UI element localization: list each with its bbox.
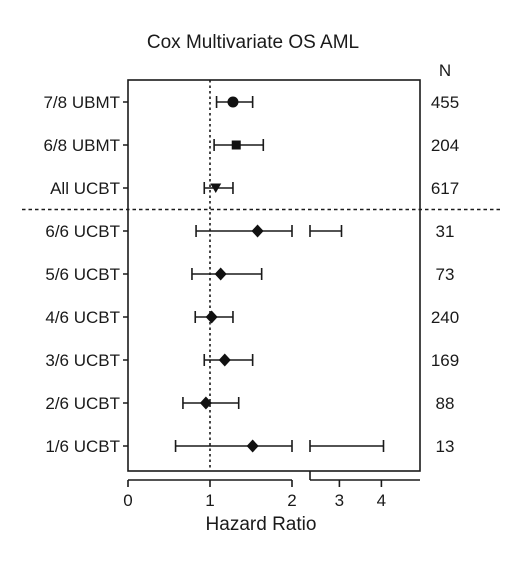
n-value: 617 bbox=[431, 179, 459, 198]
n-value: 204 bbox=[431, 136, 459, 155]
row-label: 3/6 UCBT bbox=[45, 351, 120, 370]
hr-point-diamond bbox=[218, 353, 231, 367]
n-value: 169 bbox=[431, 351, 459, 370]
row-label: 1/6 UCBT bbox=[45, 437, 120, 456]
x-axis-label: Hazard Ratio bbox=[206, 514, 317, 535]
n-value: 455 bbox=[431, 93, 459, 112]
hr-point-circle bbox=[227, 96, 239, 108]
row-label: 4/6 UCBT bbox=[45, 308, 120, 327]
n-value: 88 bbox=[436, 394, 455, 413]
hr-point-square bbox=[231, 140, 241, 150]
hr-point-diamond bbox=[246, 439, 259, 453]
n-value: 13 bbox=[436, 437, 455, 456]
x-tick-label: 1 bbox=[205, 491, 214, 510]
x-tick-label: 0 bbox=[123, 491, 132, 510]
plot-frame bbox=[127, 79, 421, 472]
x-tick-label: 2 bbox=[287, 491, 296, 510]
hr-point-diamond bbox=[251, 224, 264, 238]
row-label: 6/8 UBMT bbox=[43, 136, 120, 155]
hr-point-diamond bbox=[205, 310, 218, 324]
rows-layer: 7/8 UBMT 455 6/8 UBMT 204 All UCBT 617 6/6 UCB… bbox=[22, 80, 500, 471]
row-label: 7/8 UBMT bbox=[43, 93, 120, 112]
hr-point-triangle bbox=[210, 183, 222, 193]
x-axis: 0 1 2 3 4 bbox=[123, 471, 420, 510]
row-label: 6/6 UCBT bbox=[45, 222, 120, 241]
x-tick-label: 3 bbox=[335, 491, 344, 510]
x-tick-label: 4 bbox=[377, 491, 386, 510]
chart-title: Cox Multivariate OS AML bbox=[147, 32, 359, 53]
row-label: 2/6 UCBT bbox=[45, 394, 120, 413]
n-value: 240 bbox=[431, 308, 459, 327]
hr-point-diamond bbox=[214, 267, 227, 281]
row-label: All UCBT bbox=[50, 179, 120, 198]
row-label: 5/6 UCBT bbox=[45, 265, 120, 284]
hr-point-diamond bbox=[199, 396, 212, 410]
n-value: 31 bbox=[436, 222, 455, 241]
n-value: 73 bbox=[436, 265, 455, 284]
n-column-header: N bbox=[439, 61, 451, 80]
